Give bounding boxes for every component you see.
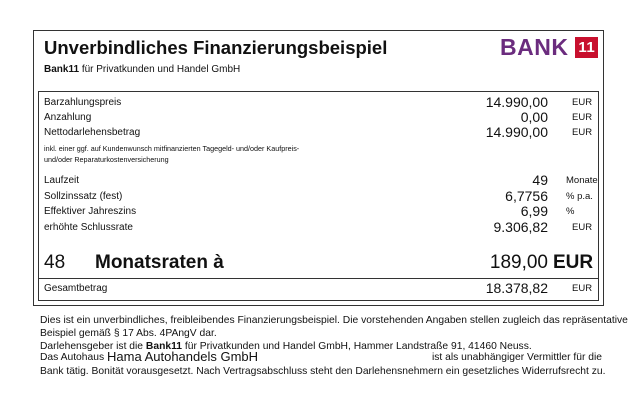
row-unit: EUR bbox=[572, 221, 593, 233]
footer-before: Das Autohaus bbox=[40, 352, 105, 363]
row-label: Effektiver Jahreszins bbox=[44, 206, 137, 217]
row-value: 14.990,00 bbox=[485, 124, 548, 140]
rate-count: 48 bbox=[44, 252, 66, 273]
logo: BANK 11 bbox=[500, 34, 599, 61]
footer-line: Darlehensgeber ist die Bank11 für Privat… bbox=[40, 341, 532, 352]
subtitle-text: für Privatkunden und Handel GmbH bbox=[81, 64, 241, 75]
rate-label: Monatsraten à bbox=[95, 252, 224, 273]
note-line: und/oder Reparaturkostenversicherung bbox=[44, 155, 169, 164]
row-value: 6,7756 bbox=[505, 187, 548, 204]
footer-text: für Privatkunden und Handel GmbH, Hammer… bbox=[184, 341, 532, 352]
row-label: Sollzinssatz (fest) bbox=[44, 190, 123, 202]
note-line: inkl. einer ggf. auf Kundenwunsch mitfin… bbox=[44, 144, 300, 153]
row-value: 9.306,82 bbox=[493, 218, 549, 235]
footer-line: Beispiel gemäß § 17 Abs. 4PAngV dar. bbox=[40, 328, 217, 339]
total-value: 18.378,82 bbox=[485, 280, 548, 296]
row-value: 49 bbox=[532, 172, 548, 188]
footer-line: Dies ist ein unverbindliches, freibleibe… bbox=[40, 315, 628, 326]
logo-number: 11 bbox=[575, 37, 599, 58]
row-unit: Monate bbox=[566, 175, 598, 186]
note: inkl. einer ggf. auf Kundenwunsch mitfin… bbox=[44, 143, 299, 165]
footer-bold: Bank11 bbox=[145, 341, 182, 352]
footer-text: Darlehensgeber ist die bbox=[40, 341, 144, 352]
row-unit: EUR bbox=[572, 127, 593, 138]
table-frame bbox=[38, 91, 599, 301]
total-label: Gesamtbetrag bbox=[44, 283, 108, 294]
row-label: erhöhte Schlussrate bbox=[44, 221, 133, 233]
row-unit: % bbox=[566, 206, 575, 217]
footer-line: Bank tätig. Bonität vorausgesetzt. Nach … bbox=[40, 366, 606, 377]
separator bbox=[38, 278, 599, 279]
rate-unit: EUR bbox=[553, 252, 594, 273]
title: Unverbindliches Finanzierungsbeispiel bbox=[44, 37, 388, 58]
row-label: Nettodarlehensbetrag bbox=[44, 127, 141, 138]
row-value: 0,00 bbox=[520, 109, 548, 125]
dealer-name: Hama Autohandels GmbH bbox=[107, 349, 259, 364]
row-value: 14.990,00 bbox=[485, 94, 548, 110]
row-unit: EUR bbox=[572, 97, 593, 108]
row-label: Laufzeit bbox=[44, 175, 80, 186]
row-label: Anzahlung bbox=[44, 112, 92, 123]
row-label: Barzahlungspreis bbox=[44, 97, 122, 108]
total-unit: EUR bbox=[572, 283, 593, 294]
row-unit: % p.a. bbox=[566, 190, 593, 202]
row-value: 6,99 bbox=[520, 203, 548, 219]
row-unit: EUR bbox=[572, 112, 593, 123]
footer-after: ist als unabhängiger Vermittler für die bbox=[432, 352, 602, 363]
subtitle-bold: Bank11 bbox=[44, 64, 80, 75]
outer-frame bbox=[33, 30, 604, 306]
rate-value: 189,00 bbox=[489, 252, 548, 273]
subtitle: Bank11 für Privatkunden und Handel GmbH bbox=[44, 64, 240, 75]
logo-name: BANK bbox=[500, 34, 569, 60]
